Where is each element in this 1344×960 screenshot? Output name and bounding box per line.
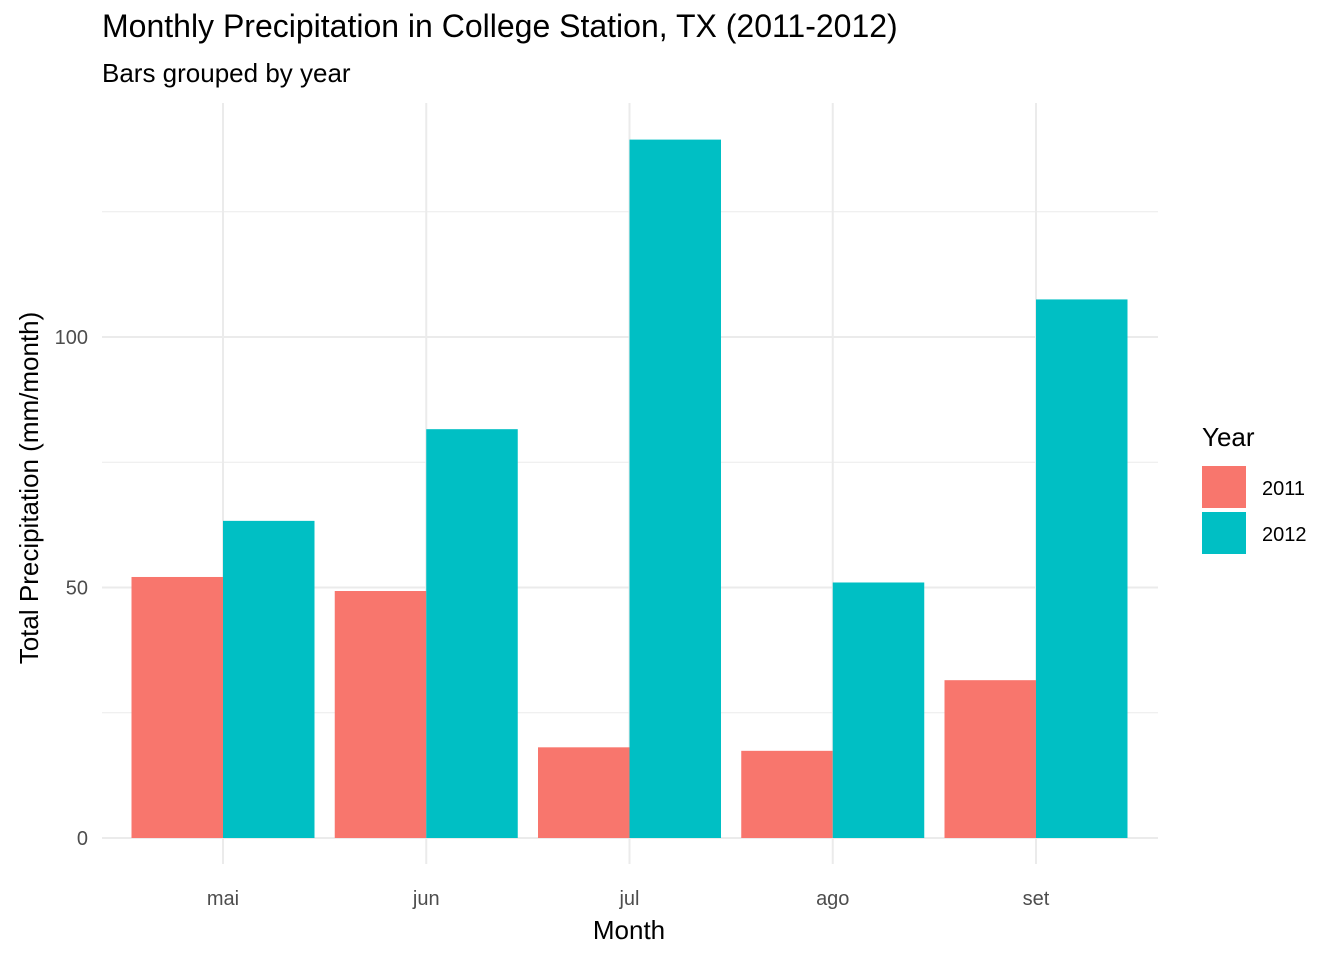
y-tick-label: 50 (66, 578, 88, 600)
x-tick-label: ago (816, 888, 849, 910)
bar-2012-jul (629, 139, 721, 838)
x-tick-label: mai (207, 888, 239, 910)
x-tick-label: jul (618, 888, 639, 910)
legend-key-2011 (1202, 466, 1246, 508)
bar-2012-set (1036, 299, 1128, 838)
bar-2011-jul (538, 747, 630, 838)
x-tick-label: set (1023, 888, 1050, 910)
legend: Year 2011 2012 (1202, 422, 1307, 554)
bar-2011-mai (131, 576, 223, 838)
y-axis-title: Total Precipitation (mm/month) (14, 312, 44, 665)
legend-title: Year (1202, 422, 1255, 452)
bars (131, 139, 1128, 838)
x-tick-labels: mai jun jul ago set (207, 888, 1050, 910)
y-tick-labels: 0 50 100 (55, 327, 88, 850)
bar-2011-jun (334, 591, 427, 838)
legend-key-2012 (1202, 512, 1246, 554)
legend-label-2012: 2012 (1262, 524, 1307, 546)
legend-label-2011: 2011 (1262, 478, 1305, 500)
bar-2012-ago (832, 582, 925, 838)
chart-subtitle: Bars grouped by year (102, 58, 351, 88)
bar-2012-mai (223, 520, 315, 838)
bar-2011-set (944, 680, 1036, 838)
x-axis-title: Month (593, 915, 665, 945)
bar-2012-jun (426, 429, 518, 838)
y-tick-label: 100 (55, 327, 88, 349)
x-tick-label: jun (412, 888, 440, 910)
chart-title: Monthly Precipitation in College Station… (102, 8, 898, 44)
bar-2011-ago (741, 750, 833, 838)
y-tick-label: 0 (77, 828, 88, 850)
